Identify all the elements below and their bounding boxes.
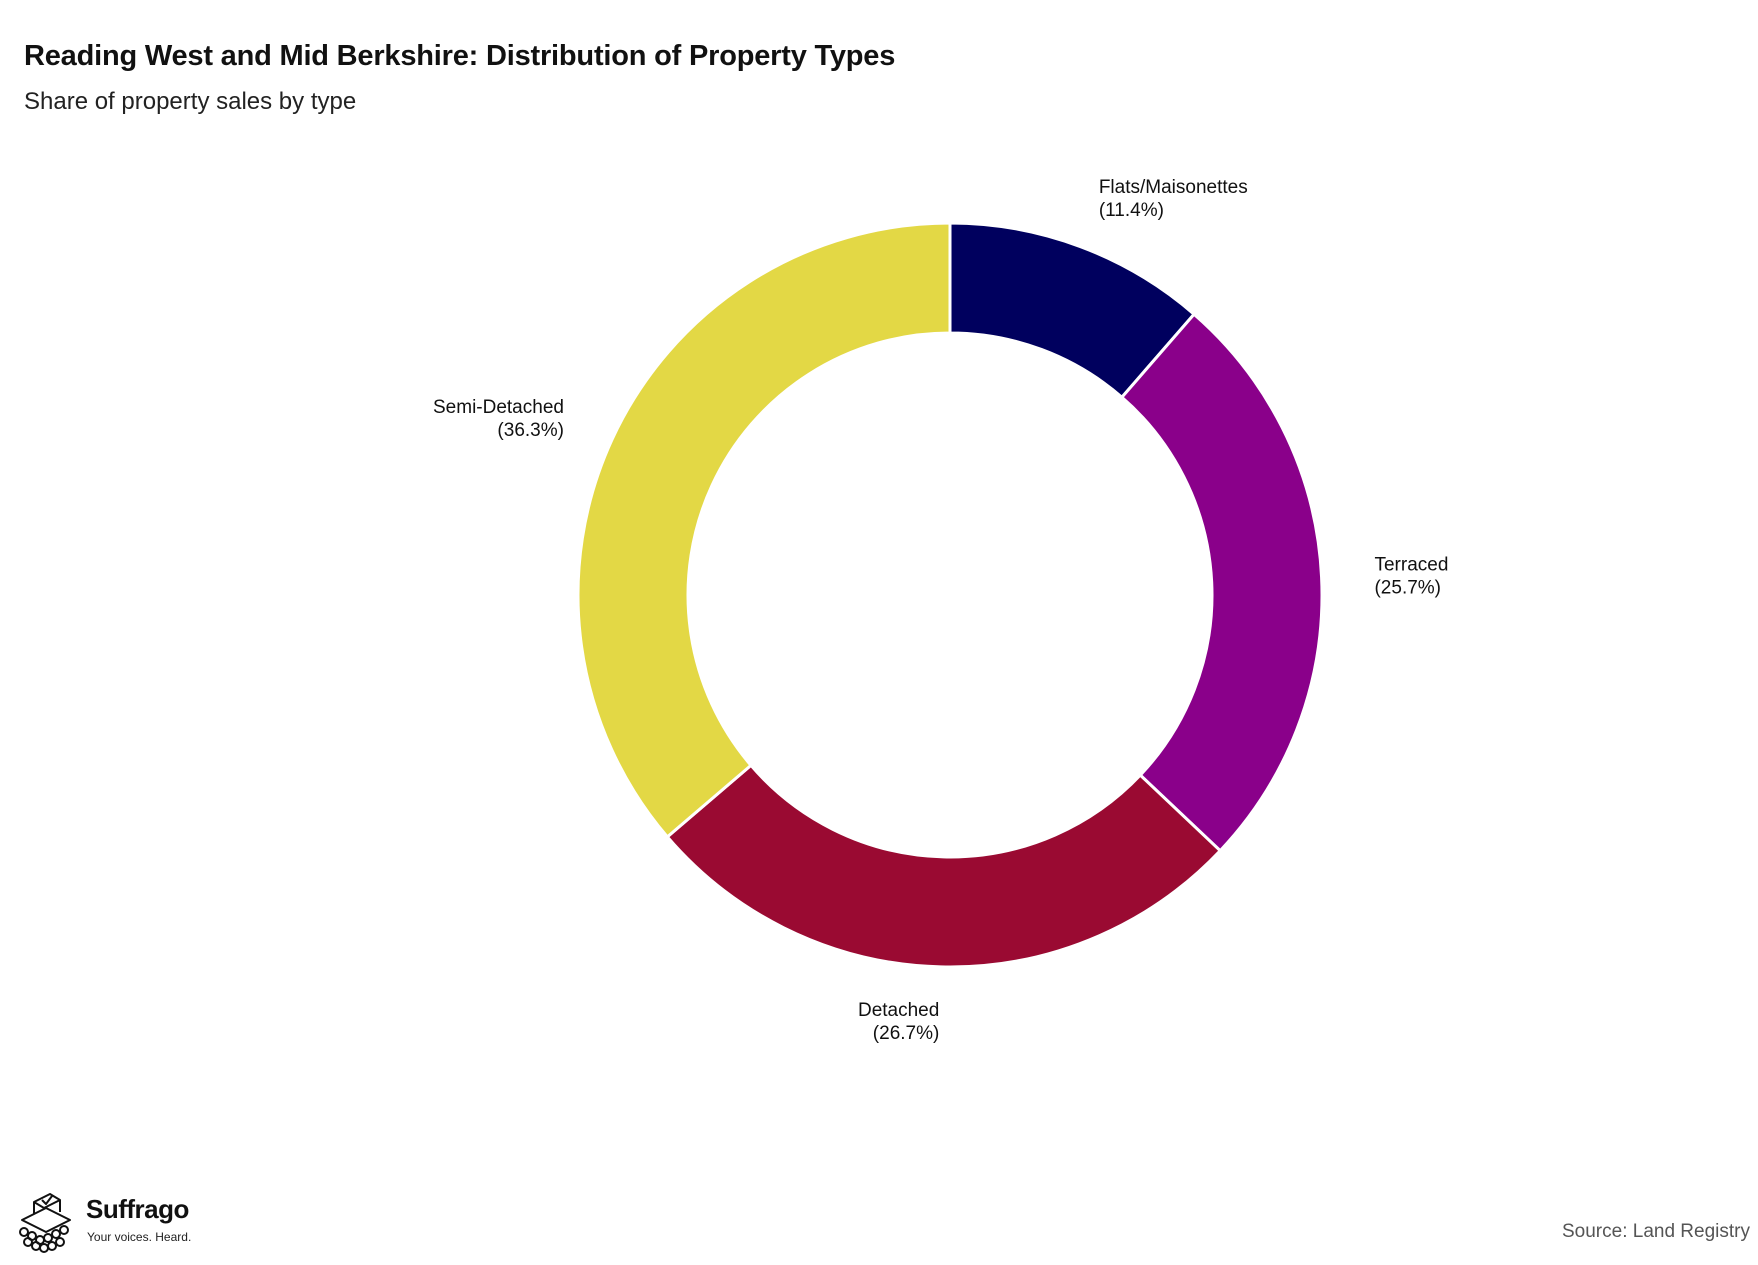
source-note: Source: Land Registry	[1562, 1221, 1750, 1242]
ballot-box-icon	[19, 1193, 71, 1253]
label-terraced: Terraced (25.7%)	[1374, 554, 1448, 598]
chart-subtitle: Share of property sales by type	[24, 88, 357, 115]
donut-slices	[576, 221, 1324, 969]
label-flats-maisonettes: Flats/Maisonettes (11.4%)	[1099, 177, 1248, 221]
label-detached: Detached (26.7%)	[858, 1000, 939, 1044]
slice-semi-detached	[576, 221, 952, 839]
slice-terraced	[1119, 312, 1324, 853]
chart-title: Reading West and Mid Berkshire: Distribu…	[24, 40, 896, 72]
brand-logo: Suffrago Your voices. Heard.	[16, 1192, 276, 1256]
brand-tagline: Your voices. Heard.	[87, 1230, 192, 1244]
brand-name: Suffrago	[86, 1194, 189, 1224]
slice-detached	[665, 763, 1223, 969]
label-semi-detached: Semi-Detached (36.3%)	[433, 397, 564, 441]
donut-labels: Flats/Maisonettes (11.4%) Terraced (25.7%) D…	[433, 177, 1448, 1044]
